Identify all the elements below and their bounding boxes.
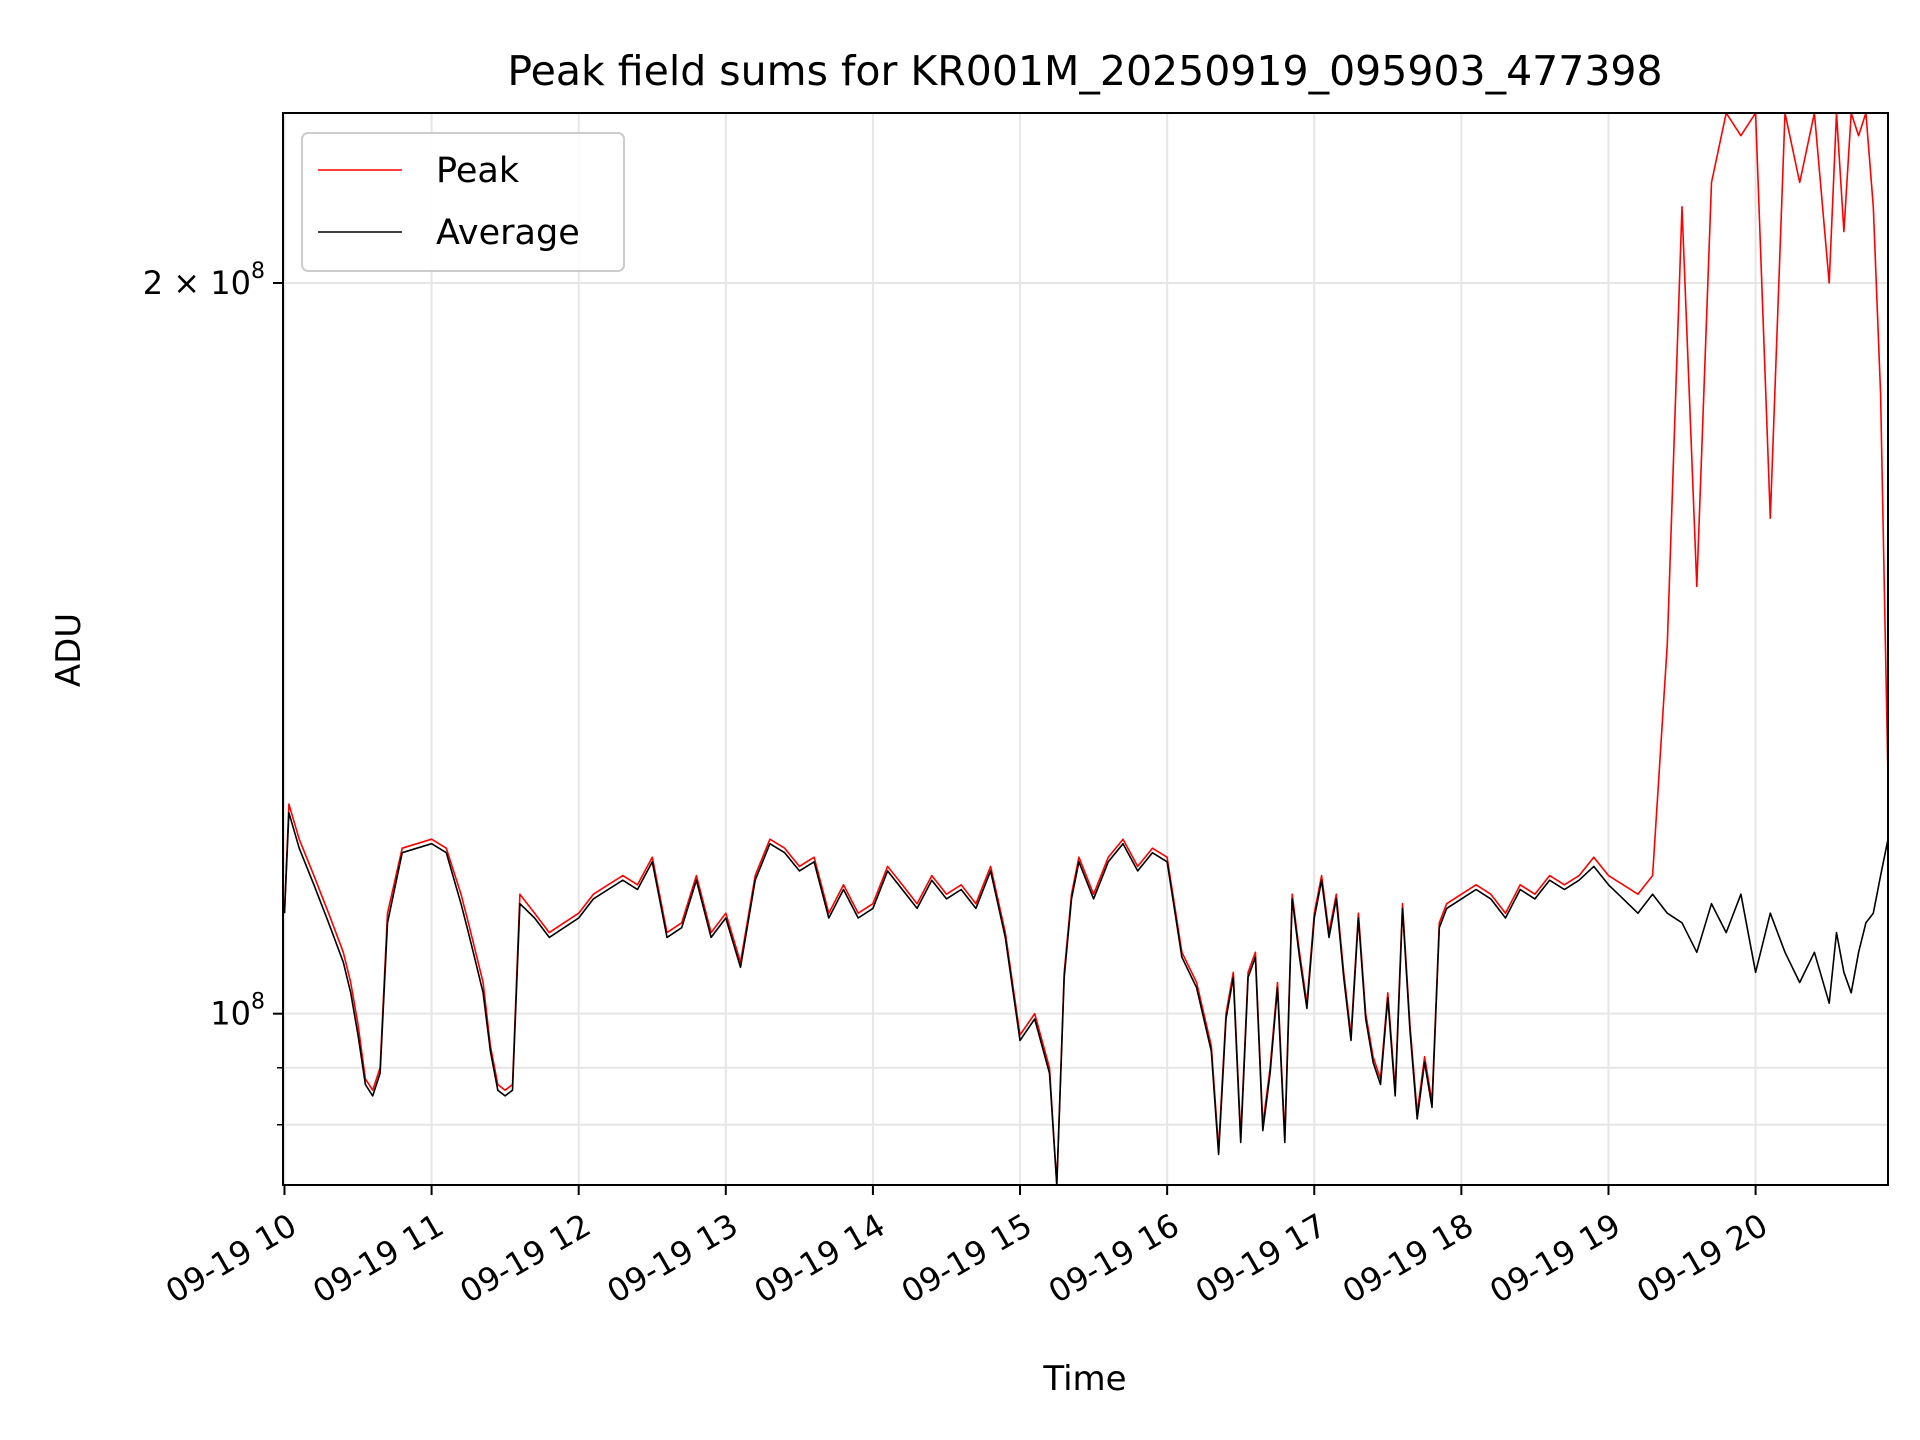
legend-box bbox=[301, 132, 625, 272]
legend-label-average: Average bbox=[436, 213, 580, 253]
x-axis-label: Time bbox=[1042, 1359, 1126, 1399]
legend: Peak Average bbox=[301, 132, 625, 272]
y-tick-exponent: 8 bbox=[251, 259, 265, 284]
chart-title: Peak field sums for KR001M_20250919_0959… bbox=[507, 47, 1662, 95]
y-axis-label: ADU bbox=[49, 613, 89, 687]
y-tick-label: 2 × 108 bbox=[143, 259, 265, 302]
y-tick-exponent: 8 bbox=[251, 990, 265, 1015]
legend-label-peak: Peak bbox=[436, 151, 520, 191]
series-layer bbox=[283, 113, 1888, 1185]
plot-frame bbox=[282, 112, 1889, 1186]
series-line-average bbox=[283, 811, 1888, 1185]
grid bbox=[283, 113, 1888, 1185]
